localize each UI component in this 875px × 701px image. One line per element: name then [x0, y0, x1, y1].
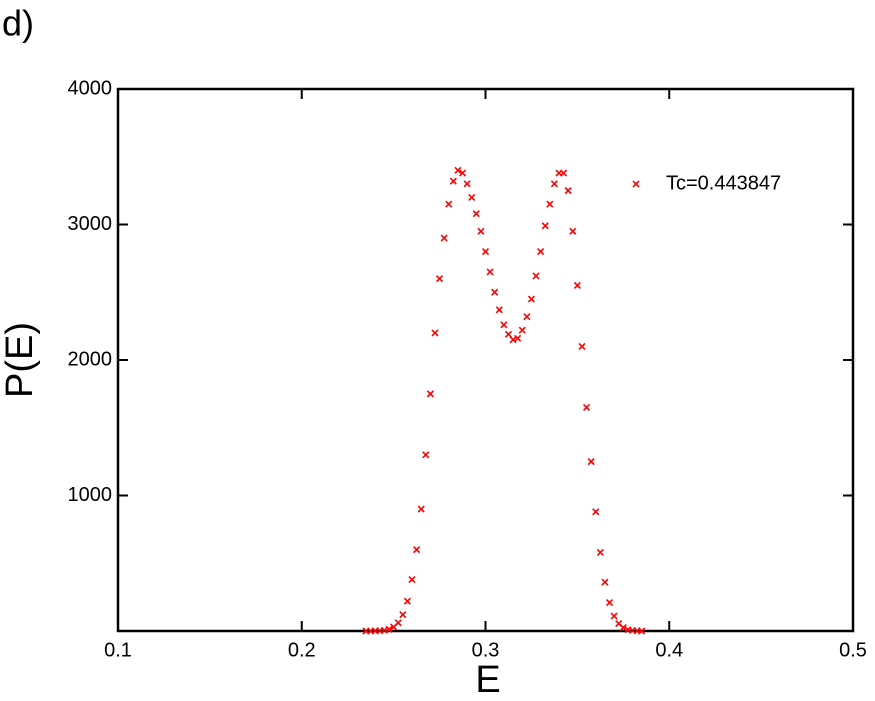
y-tick-label: 3000: [68, 213, 113, 235]
data-point: [472, 210, 480, 218]
data-point: [417, 505, 425, 513]
y-tick-label: 4000: [68, 77, 113, 99]
data-point: [582, 403, 591, 411]
y-axis-label: P(E): [0, 322, 41, 398]
data-point: [560, 169, 568, 177]
data-point: [422, 451, 430, 459]
data-point: [454, 166, 462, 174]
data-point: [514, 334, 522, 342]
data-point: [518, 326, 526, 334]
data-point: [468, 193, 476, 201]
x-tick-label: 0.4: [655, 639, 683, 661]
x-tick-label: 0.3: [472, 639, 500, 661]
data-point: [458, 169, 467, 177]
data-point: [605, 598, 614, 607]
data-point: [486, 268, 494, 276]
data-point: [569, 227, 577, 235]
legend-label: Tc=0.443847: [666, 172, 781, 194]
data-point: [619, 624, 627, 632]
x-axis-label: E: [475, 659, 500, 701]
data-point: [527, 295, 536, 303]
plot-frame: [116, 87, 855, 633]
panel-label: d): [2, 3, 34, 44]
data-point: [481, 248, 490, 256]
data-point: [523, 313, 531, 321]
data-point: [403, 597, 411, 605]
data-point: [440, 234, 448, 242]
data-point: [564, 187, 572, 195]
data-point: [431, 329, 439, 337]
y-tick-label: 1000: [68, 484, 113, 506]
data-point: [638, 627, 646, 635]
data-point: [550, 180, 558, 188]
data-point: [546, 200, 554, 208]
data-point: [445, 200, 453, 208]
x-tick-label: 0.5: [839, 639, 867, 661]
data-point: [491, 288, 499, 296]
data-point: [399, 611, 407, 619]
data-point: [573, 281, 581, 290]
x-tick-label: 0.2: [288, 639, 316, 661]
data-point: [477, 227, 485, 235]
data-point: [592, 508, 600, 516]
legend-marker: [632, 180, 640, 188]
data-point: [610, 612, 618, 620]
data-point: [385, 625, 393, 633]
data-point: [537, 248, 545, 256]
data-point: [578, 342, 586, 351]
data-point: [587, 458, 595, 466]
y-tick-label: 2000: [68, 348, 113, 370]
data-point: [500, 321, 508, 329]
data-point: [435, 275, 444, 283]
data-point: [495, 306, 503, 314]
data-point: [504, 330, 513, 338]
data-point: [413, 546, 421, 554]
data-point: [408, 575, 416, 584]
data-point: [541, 222, 549, 230]
data-point: [426, 390, 434, 398]
data-point: [532, 272, 540, 280]
data-point: [601, 578, 609, 586]
x-tick-label: 0.1: [104, 639, 132, 661]
data-point: [463, 180, 471, 188]
data-point: [449, 177, 457, 185]
data-point: [394, 619, 402, 627]
data-point: [596, 548, 604, 556]
